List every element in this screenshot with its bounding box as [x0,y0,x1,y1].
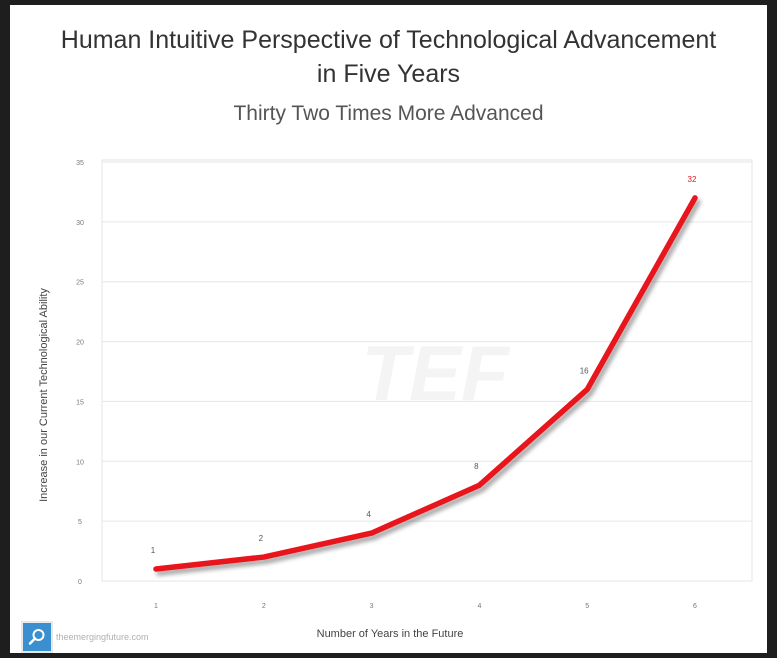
magnifier-icon [28,629,45,645]
chart-title-line-2: in Five Years [316,60,461,88]
chart-frame: Human Intuitive Perspective of Technolog… [10,5,767,653]
data-label: 16 [580,366,589,375]
chart-title-line-1: Human Intuitive Perspective of Technolog… [60,26,717,54]
y-tick-label: 20 [76,340,84,347]
data-label: 8 [474,462,479,471]
data-labels: 1 2 4 8 16 32 [151,175,697,555]
y-tick-label: 10 [76,459,84,466]
y-tick-label: 0 [78,579,82,586]
line-chart: TEF 0 5 10 15 20 25 30 35 1 2 3 4 5 6 1 2 4 8 16 32 Number… [38,159,753,640]
x-axis-label: Number of Years in the Future [317,628,464,640]
data-label: 32 [688,175,697,184]
chart-subtitle: Thirty Two Times More Advanced [233,102,544,125]
zoom-button[interactable] [21,621,53,653]
axis-ticks: 0 5 10 15 20 25 30 35 1 2 3 4 5 6 [76,160,697,610]
grid-lines [102,161,752,582]
series-line-path [153,195,698,572]
x-tick-label: 3 [370,603,374,610]
data-label: 2 [259,534,264,543]
series-line [153,195,698,572]
y-tick-label: 15 [76,399,84,406]
y-axis-label: Increase in our Current Technological Ab… [38,288,50,502]
y-tick-label: 30 [76,220,84,227]
data-label: 1 [151,546,156,555]
watermark: TEF [361,329,511,417]
y-tick-label: 25 [76,280,84,287]
x-tick-label: 4 [477,603,481,610]
data-label: 4 [366,510,371,519]
x-tick-label: 6 [693,603,697,610]
y-tick-label: 35 [76,160,84,167]
source-url: theemergingfuture.com [56,632,149,642]
y-tick-label: 5 [78,519,82,526]
x-tick-label: 2 [262,603,266,610]
x-tick-label: 5 [585,603,589,610]
x-tick-label: 1 [154,603,158,610]
